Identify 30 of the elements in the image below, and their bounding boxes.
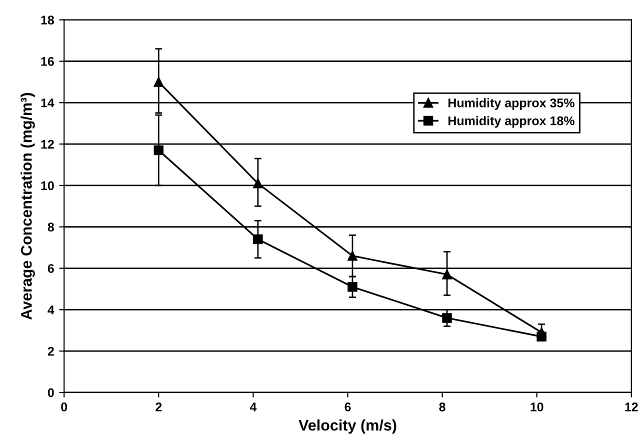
x-tick-label: 4 xyxy=(250,402,257,412)
legend-label: Humidity approx 18% xyxy=(448,116,574,128)
point xyxy=(348,282,358,292)
point xyxy=(154,145,164,156)
y-tick-label: 4 xyxy=(48,306,54,314)
x-tick-label: 12 xyxy=(625,402,638,412)
point xyxy=(348,250,358,261)
x-tick-label: 10 xyxy=(530,402,544,412)
point xyxy=(442,313,452,323)
point xyxy=(536,328,546,338)
x-tick-label: 0 xyxy=(61,402,68,412)
y-tick-label: 12 xyxy=(41,140,54,149)
point xyxy=(253,178,263,188)
y-tick-label: 14 xyxy=(41,98,54,108)
y-tick-label: 10 xyxy=(41,181,54,190)
y-tick-label: 16 xyxy=(41,57,54,66)
y-axis-title: Average Concentration (mg/m³) xyxy=(20,93,35,320)
y-tick-label: 2 xyxy=(48,346,54,356)
legend-label: Humidity approx 35% xyxy=(448,98,574,110)
y-tick-label: 0 xyxy=(48,388,54,398)
point xyxy=(253,234,263,244)
point xyxy=(154,77,164,87)
x-axis-title: Velocity (m/s) xyxy=(298,419,396,434)
x-tick-label: 2 xyxy=(156,402,162,412)
y-tick-label: 6 xyxy=(48,264,54,273)
point xyxy=(442,270,452,280)
x-tick-label: 8 xyxy=(439,402,446,412)
x-tick-label: 6 xyxy=(344,402,351,412)
y-tick-label: 8 xyxy=(48,222,54,232)
y-tick-label: 18 xyxy=(41,16,54,24)
